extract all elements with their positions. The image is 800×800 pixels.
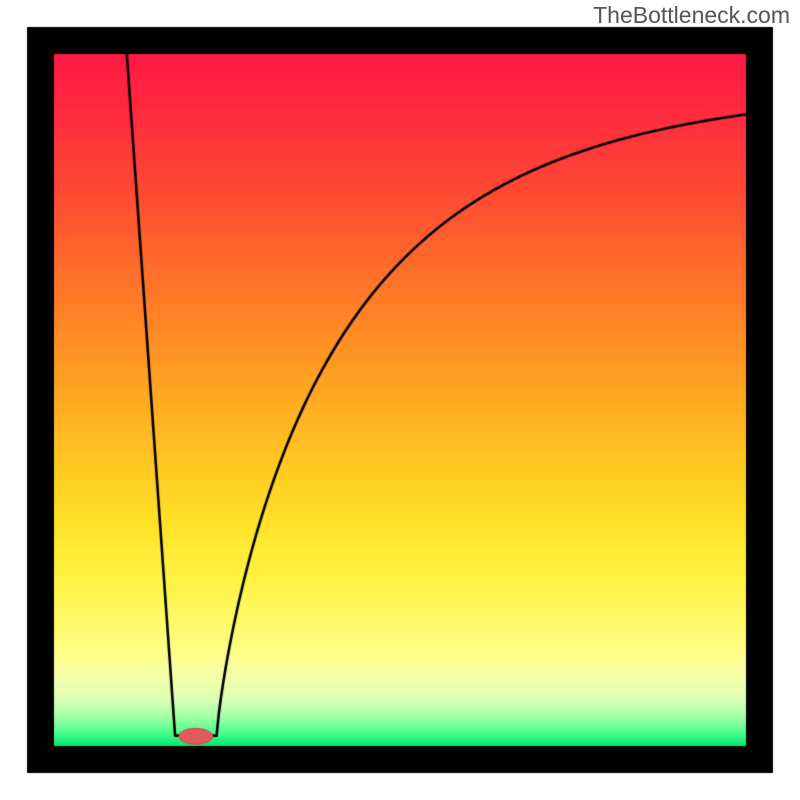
chart-stage: TheBottleneck.com [0, 0, 800, 800]
watermark-text: TheBottleneck.com [593, 2, 790, 29]
chart-canvas [0, 0, 800, 800]
chart-canvas-wrap [0, 0, 800, 800]
